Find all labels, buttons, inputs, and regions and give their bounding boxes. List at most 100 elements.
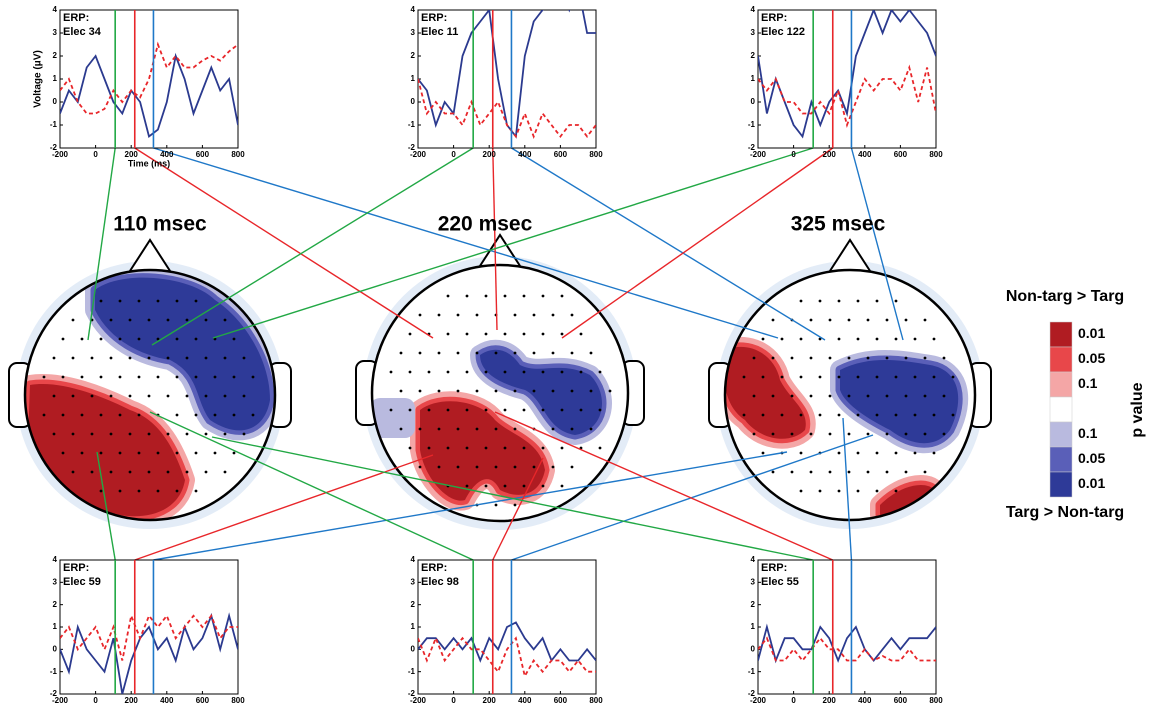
y-tick-label: 2 [751, 600, 756, 609]
electrode [446, 446, 450, 450]
electrode [494, 351, 498, 355]
electrode [465, 370, 469, 374]
y-tick-label: -2 [50, 143, 58, 152]
x-tick-label: -200 [52, 150, 69, 159]
electrode [418, 389, 422, 393]
electrode [204, 432, 208, 436]
electrode [61, 451, 65, 455]
nose [127, 238, 173, 275]
electrode [232, 375, 236, 379]
electrode [790, 394, 794, 398]
electrode [156, 489, 160, 493]
head-outline [370, 263, 630, 523]
electrode [875, 451, 879, 455]
x-tick-label: 200 [125, 150, 139, 159]
electrode [913, 375, 917, 379]
electrode [809, 432, 813, 436]
electrode [837, 375, 841, 379]
electrode [503, 484, 507, 488]
electrode [560, 408, 564, 412]
electrode [484, 294, 488, 298]
electrode [780, 337, 784, 341]
electrode [137, 451, 141, 455]
electrode [118, 451, 122, 455]
x-tick-label: 400 [160, 150, 174, 159]
y-tick-label: 2 [53, 600, 58, 609]
x-tick-label: -200 [410, 150, 427, 159]
electrode [99, 299, 103, 303]
connector [511, 147, 826, 341]
electrode [541, 370, 545, 374]
topomap-title: 220 msec [438, 213, 533, 236]
electrode [446, 408, 450, 412]
electrode [790, 356, 794, 360]
electrode [156, 299, 160, 303]
electrode [90, 356, 94, 360]
electrode [904, 318, 908, 322]
electrode [799, 413, 803, 417]
plot-content [418, 10, 596, 139]
electrode [856, 375, 860, 379]
electrode [560, 294, 564, 298]
electrode [147, 318, 151, 322]
electrode [427, 370, 431, 374]
erp-chart: -200 0 200 400 600 800 -2 -1 0 1 2 3 4 ERP: Elec 59 [50, 555, 245, 705]
electrode [223, 394, 227, 398]
erp-line [758, 636, 936, 662]
electrode [90, 470, 94, 474]
electrode [932, 413, 936, 417]
electrode [866, 432, 870, 436]
y-tick-label: -1 [748, 667, 756, 676]
electrode [828, 394, 832, 398]
x-tick-label: 600 [894, 150, 908, 159]
x-tick-label: 800 [589, 150, 603, 159]
electrode [752, 432, 756, 436]
blob-core [95, 277, 270, 431]
electrode [90, 432, 94, 436]
electrode [551, 351, 555, 355]
electrode [204, 394, 208, 398]
electrode [166, 318, 170, 322]
electrode [484, 446, 488, 450]
electrode [799, 451, 803, 455]
electrode [560, 370, 564, 374]
electrode [532, 351, 536, 355]
electrode [175, 375, 179, 379]
electrode [175, 489, 179, 493]
electrode [475, 427, 479, 431]
electrode [166, 356, 170, 360]
electrode [513, 389, 517, 393]
electrode [475, 389, 479, 393]
colorbar-segment [1049, 471, 1073, 498]
electrode [932, 337, 936, 341]
electrode [837, 451, 841, 455]
electrode [951, 413, 955, 417]
electrode [71, 394, 75, 398]
electrode [484, 484, 488, 488]
electrode [513, 351, 517, 355]
erp-line [60, 612, 238, 661]
connectors [87, 147, 904, 561]
electrode [223, 432, 227, 436]
erp-label: ERP: [63, 562, 89, 574]
electrode [137, 413, 141, 417]
electrode [503, 446, 507, 450]
electrode [437, 313, 441, 317]
electrode [541, 332, 545, 336]
colorbar-segment [1049, 346, 1073, 373]
electrode [128, 432, 132, 436]
electrode [866, 470, 870, 474]
electrode [194, 451, 198, 455]
electrode [251, 413, 255, 417]
electrode [875, 299, 879, 303]
electrode [847, 394, 851, 398]
electrode [771, 356, 775, 360]
electrode [175, 337, 179, 341]
electrode [894, 337, 898, 341]
electrode [942, 356, 946, 360]
x-tick-label: 200 [483, 150, 497, 159]
x-tick-label: 200 [823, 150, 837, 159]
connector [211, 436, 814, 561]
colorbar-title: p value [1129, 382, 1146, 437]
